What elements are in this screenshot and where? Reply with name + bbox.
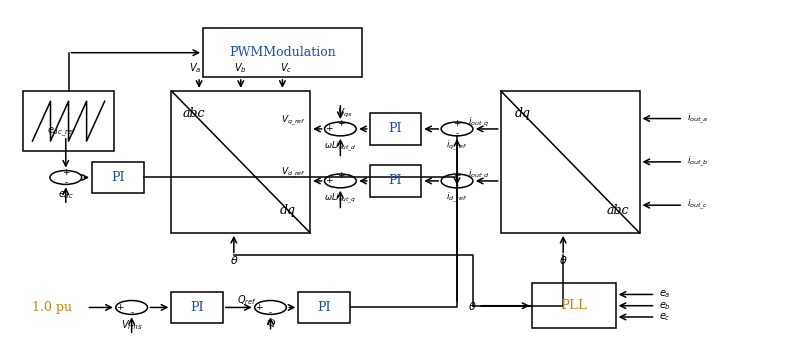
Text: -: - [269,308,272,317]
Text: abc: abc [606,204,629,217]
Bar [171,292,223,323]
Text: $\theta$: $\theta$ [468,300,477,312]
Text: PWMModulation: PWMModulation [229,46,335,59]
Text: -: - [130,308,133,317]
Text: -: - [456,182,459,191]
Text: $V_b$: $V_b$ [235,61,247,75]
Text: dq: dq [280,204,296,217]
Text: $V_{d\_ref}$: $V_{d\_ref}$ [281,165,305,180]
Text: $V_{qs}$: $V_{qs}$ [336,107,352,120]
Text: $V_{rms}$: $V_{rms}$ [121,318,142,332]
Text: $e_c$: $e_c$ [659,311,671,323]
Text: $i_{out\_b}$: $i_{out\_b}$ [687,155,709,169]
Text: $\theta$: $\theta$ [230,254,238,266]
Text: +: + [336,171,344,180]
Text: +: + [116,303,123,312]
Text: Q: Q [266,318,275,327]
Bar [23,91,114,151]
Text: +: + [324,176,332,185]
Text: $i_{d\_ref}$: $i_{d\_ref}$ [447,190,467,205]
Text: $i_{out\_d}$: $i_{out\_d}$ [467,167,490,182]
Text: PI: PI [111,171,125,184]
Text: abc: abc [182,107,205,120]
Text: $Q_{ref}$: $Q_{ref}$ [237,294,257,307]
Text: $V_c$: $V_c$ [281,61,293,75]
Text: -: - [64,178,68,187]
Text: PI: PI [317,301,331,314]
Text: $\omega Li_{out\_q}$: $\omega Li_{out\_q}$ [324,192,356,206]
Text: $\theta$: $\theta$ [559,254,568,266]
Bar [533,283,616,328]
Text: +: + [336,119,344,128]
Text: $e_b$: $e_b$ [659,300,671,311]
Text: $V_{q\_ref}$: $V_{q\_ref}$ [281,113,305,127]
Text: +: + [62,168,69,177]
Text: $i_{out\_a}$: $i_{out\_a}$ [687,111,708,126]
Bar [298,292,350,323]
Text: $i_{q\_ref}$: $i_{q\_ref}$ [447,139,467,153]
Bar [92,162,144,193]
Text: PI: PI [389,122,402,135]
Text: $i_{out\_c}$: $i_{out\_c}$ [687,198,708,212]
Text: $i_{out\_q}$: $i_{out\_q}$ [468,116,490,130]
Bar [370,113,421,144]
Text: $e_{dc\_ref}$: $e_{dc\_ref}$ [47,126,76,139]
Text: +: + [453,171,461,180]
Bar [171,91,310,233]
Text: $\omega Li_{out\_d}$: $\omega Li_{out\_d}$ [324,140,356,154]
Bar [370,165,421,197]
Text: $e_{dc}$: $e_{dc}$ [58,189,74,201]
Text: +: + [324,125,332,133]
Bar [203,29,362,77]
Text: $V_a$: $V_a$ [189,61,201,75]
Text: PI: PI [190,301,204,314]
Text: -: - [456,130,459,139]
Text: +: + [255,303,262,312]
Text: PLL: PLL [560,299,588,312]
Text: +: + [453,119,461,128]
Text: dq: dq [515,107,531,120]
Text: $e_a$: $e_a$ [659,288,671,300]
Bar [501,91,639,233]
Text: PI: PI [389,174,402,188]
Text: 1.0 pu: 1.0 pu [33,301,72,314]
